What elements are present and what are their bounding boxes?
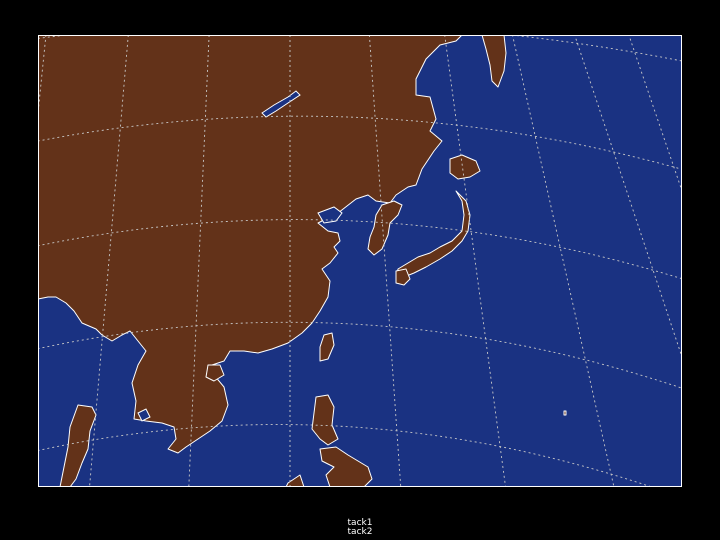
footer-labels: tack1 tack2 [0,519,720,537]
longitude-line [512,35,615,487]
footer-line-1: tack1 [347,518,373,528]
philippines-luzon [311,394,339,446]
latitude-line [38,115,682,170]
map-frame[interactable] [38,35,682,487]
hainan [205,364,225,382]
palawan [285,474,305,487]
pacific-island [563,410,567,416]
lake-baikal [261,90,301,118]
map-canvas[interactable] [38,35,682,487]
philippines-visayas [319,446,373,487]
graticule [38,35,682,487]
taiwan [319,332,335,362]
japan-hokkaido [449,154,481,180]
bohai-gulf [317,206,343,224]
longitude-line [89,35,129,487]
korean-peninsula [367,200,403,256]
map-border [38,35,682,487]
longitude-line [188,35,210,487]
japan-kyushu [395,268,411,286]
lake-tonle-sap [137,408,151,422]
sakhalin [481,35,507,88]
footer-line-2: tack2 [347,527,373,537]
longitude-line [368,35,402,487]
asia-mainland [38,35,463,454]
